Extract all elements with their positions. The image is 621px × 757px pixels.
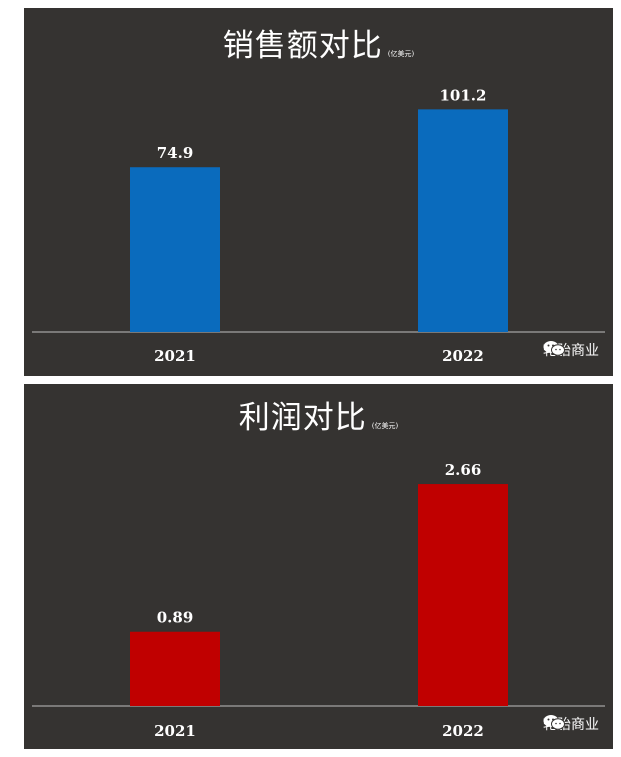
profit-chart-panel: 利润对比 (亿美元) 0.89 2021 2.66 2022 轮胎商业 (24, 384, 613, 749)
chart-unit: (亿美元) (371, 422, 399, 430)
bar-2022 (418, 109, 508, 332)
category-label: 2022 (442, 722, 484, 740)
wechat-icon (543, 341, 565, 356)
watermark: 轮胎商业 (543, 340, 599, 360)
chart-title: 销售额对比 (亿美元) (24, 20, 613, 65)
sales-chart-panel: 销售额对比 (亿美元) 74.9 2021 101.2 2022 轮胎商业 (24, 8, 613, 376)
wechat-icon (543, 715, 565, 730)
bar-2021 (130, 631, 220, 706)
sales-chart: 74.9 2021 101.2 2022 (32, 86, 605, 365)
chart-title: 利润对比 (亿美元) (24, 392, 613, 437)
data-label: 0.89 (157, 609, 194, 627)
bar-2022 (418, 484, 508, 706)
data-label: 74.9 (157, 144, 194, 162)
category-label: 2021 (154, 347, 196, 365)
data-label: 2.66 (445, 461, 482, 479)
category-label: 2022 (442, 347, 484, 365)
watermark: 轮胎商业 (543, 714, 599, 734)
chart-title-text: 利润对比 (238, 400, 367, 436)
bar-2021 (130, 167, 220, 332)
data-label: 101.2 (440, 86, 487, 104)
chart-unit: (亿美元) (387, 50, 415, 58)
category-label: 2021 (154, 722, 196, 740)
profit-chart: 0.89 2021 2.66 2022 (32, 461, 605, 740)
chart-title-text: 销售额对比 (222, 28, 383, 64)
